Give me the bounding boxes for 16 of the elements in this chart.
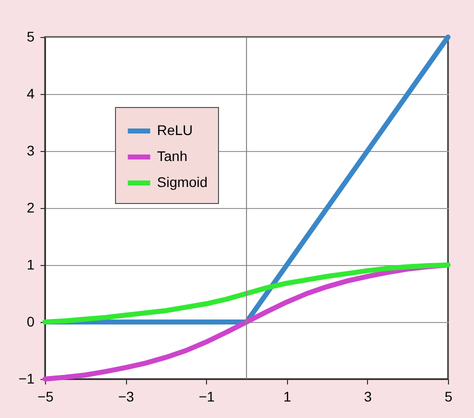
y-tick-label: 0: [26, 314, 35, 330]
y-tick-label: −1: [18, 370, 35, 386]
y-tick-label: 2: [26, 200, 35, 216]
x-tick-label: −5: [38, 388, 54, 404]
y-tick-label: 1: [26, 256, 35, 272]
y-tick-label: 4: [26, 86, 35, 102]
legend-label: ReLU: [157, 122, 193, 138]
x-tick-label: 5: [444, 388, 453, 404]
legend-label: Tanh: [157, 148, 188, 164]
y-tick-label: 5: [26, 28, 35, 44]
y-tick-label: 3: [26, 142, 35, 158]
x-tick-label: 3: [364, 388, 372, 404]
x-tick-label: −3: [118, 388, 134, 404]
legend-label: Sigmoid: [157, 174, 208, 190]
x-tick-label: 1: [283, 388, 292, 404]
x-tick-label: −1: [198, 388, 215, 404]
